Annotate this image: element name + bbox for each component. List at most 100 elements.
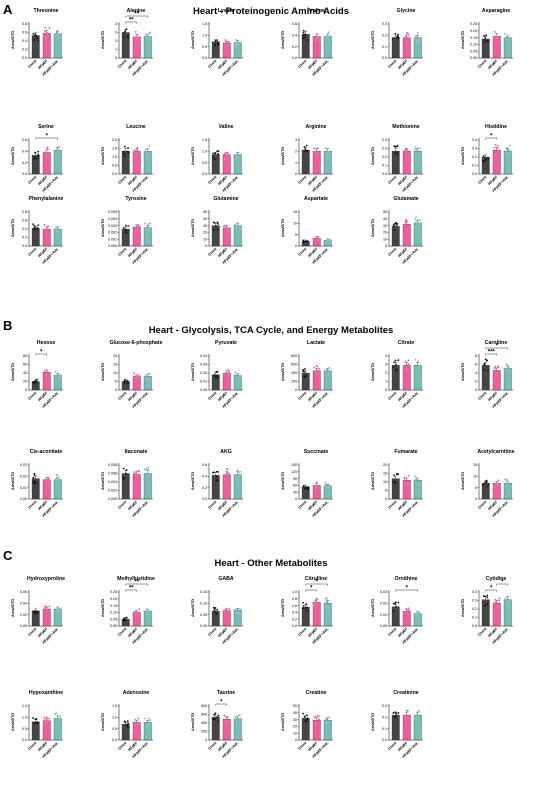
data-point [234, 373, 237, 376]
data-point [407, 613, 409, 616]
data-point [223, 609, 226, 612]
data-point [236, 157, 239, 160]
y-tick-label: 200 [201, 730, 207, 734]
y-tick-label: 0.006 [108, 472, 117, 476]
data-point [125, 469, 128, 471]
data-point [213, 718, 216, 721]
y-tick-label: 0.6 [292, 22, 297, 26]
chart-title: Hydroxyproline [27, 576, 65, 582]
data-point [302, 34, 305, 37]
data-point [144, 149, 147, 152]
data-point [123, 36, 126, 39]
y-axis-label: Area/ISTD [101, 219, 105, 237]
data-point [497, 40, 500, 42]
data-point [483, 364, 486, 367]
data-point [317, 36, 320, 38]
data-point [57, 372, 60, 375]
y-tick-label: 0.4 [202, 475, 207, 479]
data-point [493, 602, 496, 605]
data-point [303, 376, 306, 379]
data-point [223, 45, 226, 48]
data-point [58, 36, 61, 39]
data-point [314, 38, 317, 41]
x-category-label: Chow [208, 500, 218, 510]
y-tick-label: 0.20 [110, 597, 117, 601]
data-point [485, 479, 488, 482]
data-point [48, 26, 51, 29]
y-tick-label: 40 [23, 371, 27, 375]
significance-label: * [46, 134, 49, 140]
data-point [484, 159, 487, 162]
x-category-label: HFpEF [487, 174, 499, 186]
data-point [134, 718, 137, 721]
data-point [225, 374, 228, 377]
data-point [393, 474, 395, 477]
data-point [148, 31, 151, 34]
data-point [147, 468, 149, 471]
data-point [507, 39, 510, 42]
data-point [325, 598, 328, 601]
x-category-label: HFpEF [307, 740, 319, 752]
y-tick-label: 1 [295, 161, 297, 165]
bar-hfpef [42, 608, 51, 627]
data-point [415, 714, 418, 717]
data-point [148, 372, 151, 375]
y-tick-label: 0.4 [22, 227, 27, 231]
data-point [58, 719, 61, 722]
data-point [123, 153, 126, 155]
y-tick-label: 0 [385, 497, 387, 501]
data-point [393, 361, 396, 364]
data-point [497, 606, 500, 609]
significance-bracket [215, 703, 227, 706]
y-tick-label: 0.4 [22, 150, 27, 154]
data-point [122, 618, 125, 621]
data-point [497, 365, 500, 368]
data-point [303, 487, 306, 490]
y-tick-label: 0.06 [20, 590, 27, 594]
x-category-label: HFpEF [307, 390, 319, 402]
data-point [406, 709, 409, 712]
data-point [494, 153, 497, 156]
data-point [304, 720, 307, 722]
y-tick-label: 2 [295, 150, 297, 154]
chart-title: Leucine [126, 124, 146, 130]
data-point [236, 469, 239, 472]
data-point [228, 155, 231, 158]
data-point [147, 33, 150, 36]
data-point [135, 40, 138, 43]
x-category-label: HFpEF [487, 58, 499, 70]
x-category-label: HFpEF [217, 626, 229, 638]
data-point [302, 29, 305, 32]
x-category-label: Chow [118, 500, 128, 510]
data-point [55, 34, 58, 37]
y-tick-label: 0.2 [22, 161, 27, 165]
bar-hfpef [492, 150, 501, 175]
data-point [32, 32, 35, 35]
data-point [414, 614, 417, 617]
data-point [34, 33, 37, 36]
y-axis-label: Area/ISTD [191, 31, 195, 49]
x-category-label: HFpEF [127, 174, 139, 186]
data-point [239, 153, 242, 156]
data-point [32, 481, 35, 484]
data-point [54, 154, 57, 157]
y-axis-label: Area/ISTD [11, 219, 15, 237]
data-point [137, 36, 140, 39]
data-point [483, 604, 486, 607]
y-tick-label: 0.25 [470, 22, 477, 26]
x-category-label: Chow [388, 391, 398, 401]
bar-chow [301, 150, 310, 175]
data-point [32, 476, 35, 479]
y-tick-label: 0.00 [200, 388, 207, 392]
y-tick-label: 0.6 [202, 463, 207, 467]
bar-chow [301, 607, 310, 627]
data-point [48, 481, 51, 484]
data-point [509, 152, 512, 155]
data-point [302, 240, 305, 243]
data-point [417, 717, 420, 719]
x-category-label: Chow [208, 627, 218, 637]
